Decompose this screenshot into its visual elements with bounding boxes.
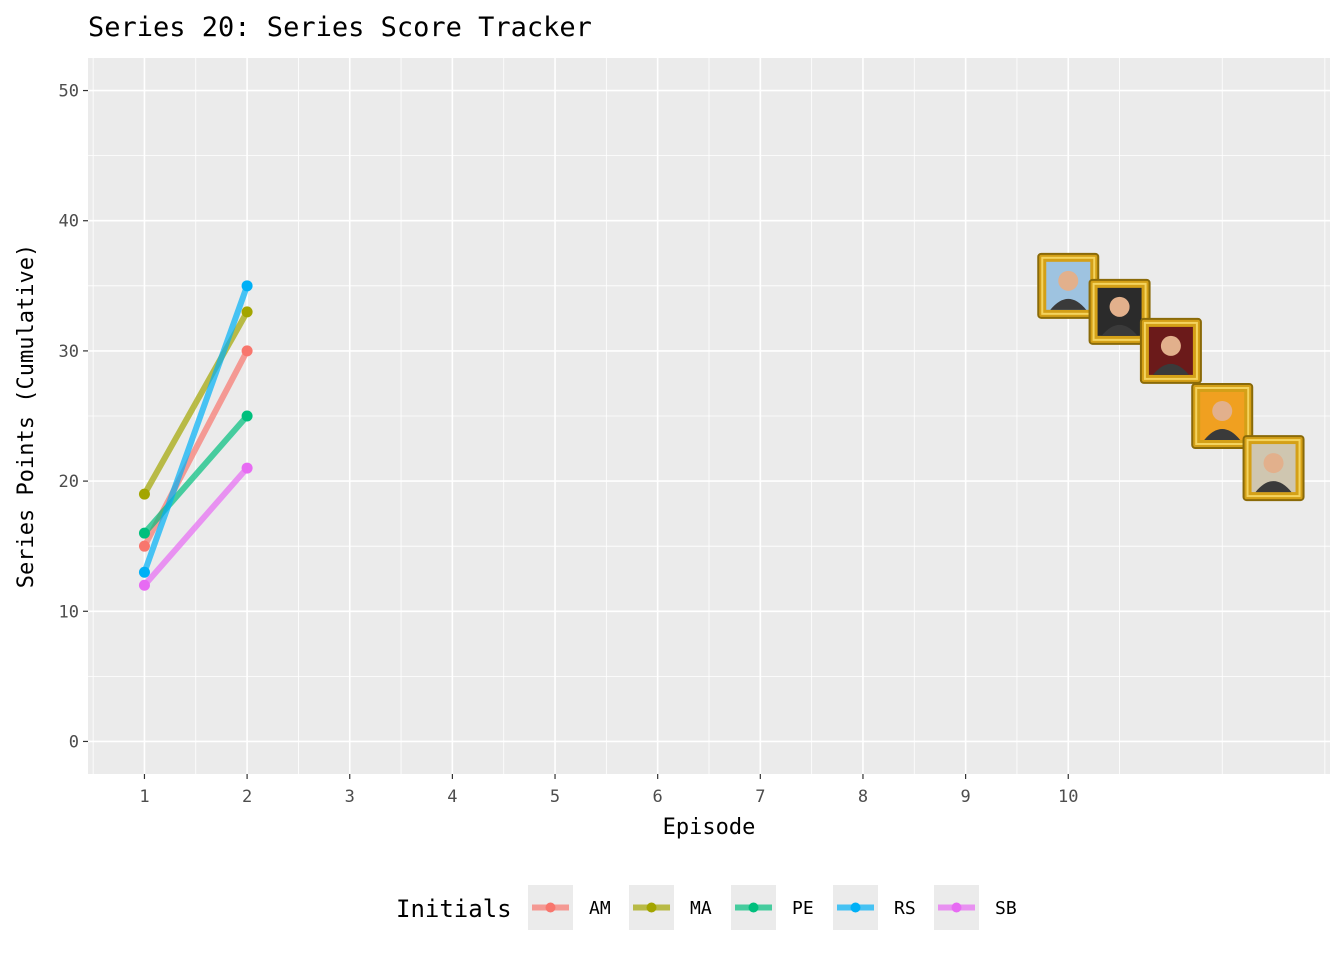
y-tick-label: 40	[59, 212, 79, 232]
y-axis-title: Series Points (Cumulative)	[14, 244, 39, 588]
x-tick-label: 1	[139, 787, 149, 807]
y-tick-label: 10	[59, 602, 79, 622]
portrait-face	[1109, 296, 1130, 317]
portrait-shoulders	[1101, 324, 1138, 336]
series-line	[142, 414, 250, 536]
contestant-portrait	[1139, 317, 1202, 384]
data-point	[138, 579, 150, 591]
series-layer	[138, 280, 253, 591]
legend-key-point	[850, 902, 861, 913]
x-tick-label: 10	[1058, 787, 1078, 807]
portrait-shoulders	[1204, 429, 1241, 440]
y-tick-label: 30	[59, 342, 79, 362]
legend-key-point	[951, 902, 962, 913]
frame-highlight	[1092, 282, 1147, 341]
x-tick-label: 4	[447, 787, 457, 807]
series-line	[141, 284, 250, 574]
portrait-shoulders	[1050, 298, 1087, 310]
contestant-portrait	[1242, 435, 1305, 502]
legend-label: MA	[690, 898, 712, 919]
legend-label: PE	[792, 898, 814, 919]
data-point	[241, 410, 253, 422]
data-point	[138, 488, 150, 500]
contestant-portrait	[1088, 278, 1151, 345]
frame-highlight	[1246, 439, 1301, 498]
legend-label: SB	[995, 898, 1017, 919]
portrait-face	[1058, 270, 1079, 291]
grid-lines	[88, 58, 1330, 774]
axis-ticks: 0 10 20 30 40 50 1 2 3 4 5 6 7 8 9 10	[59, 82, 1079, 807]
frame-highlight	[1195, 387, 1250, 445]
x-tick-label: 5	[550, 787, 560, 807]
y-tick-label: 20	[59, 472, 79, 492]
x-tick-label: 3	[345, 787, 355, 807]
legend-item-ma: MA	[629, 885, 712, 930]
contestant-portrait	[1191, 383, 1254, 449]
series-rs	[138, 280, 253, 578]
x-tick-label: 9	[960, 787, 970, 807]
y-tick-label: 50	[59, 82, 79, 102]
legend-title: Initials	[396, 895, 512, 923]
x-tick-label: 7	[755, 787, 765, 807]
data-point	[138, 566, 150, 578]
portrait-face	[1212, 401, 1233, 421]
data-point	[241, 462, 253, 474]
legend-label: RS	[894, 898, 916, 919]
x-tick-label: 2	[242, 787, 252, 807]
legend-item-pe: PE	[731, 885, 814, 930]
legend-item-am: AM	[528, 885, 611, 930]
legend-label: AM	[589, 898, 611, 919]
legend: Initials AM MA PE RS SB	[396, 885, 1017, 930]
frame-highlight	[1143, 321, 1198, 380]
legend-item-rs: RS	[833, 885, 916, 930]
x-tick-label: 6	[653, 787, 663, 807]
portrait-shoulders	[1152, 363, 1189, 375]
data-point	[241, 306, 253, 318]
legend-key-point	[646, 902, 657, 913]
series-pe	[138, 410, 253, 539]
portrait-face	[1160, 335, 1181, 356]
portrait-face	[1263, 453, 1284, 474]
x-axis-title: Episode	[663, 815, 756, 840]
data-point	[138, 540, 150, 552]
series-line	[142, 466, 250, 588]
data-point	[241, 280, 253, 292]
portrait-layer	[1037, 252, 1305, 502]
data-point	[138, 527, 150, 539]
y-tick-label: 0	[69, 732, 79, 752]
chart-title: Series 20: Series Score Tracker	[88, 12, 592, 43]
legend-item-sb: SB	[934, 885, 1017, 930]
portrait-shoulders	[1255, 481, 1292, 493]
x-tick-label: 8	[858, 787, 868, 807]
legend-key-point	[545, 902, 556, 913]
data-point	[241, 345, 253, 357]
contestant-portrait	[1037, 252, 1100, 319]
legend-key-point	[748, 902, 759, 913]
series-sb	[138, 462, 253, 591]
